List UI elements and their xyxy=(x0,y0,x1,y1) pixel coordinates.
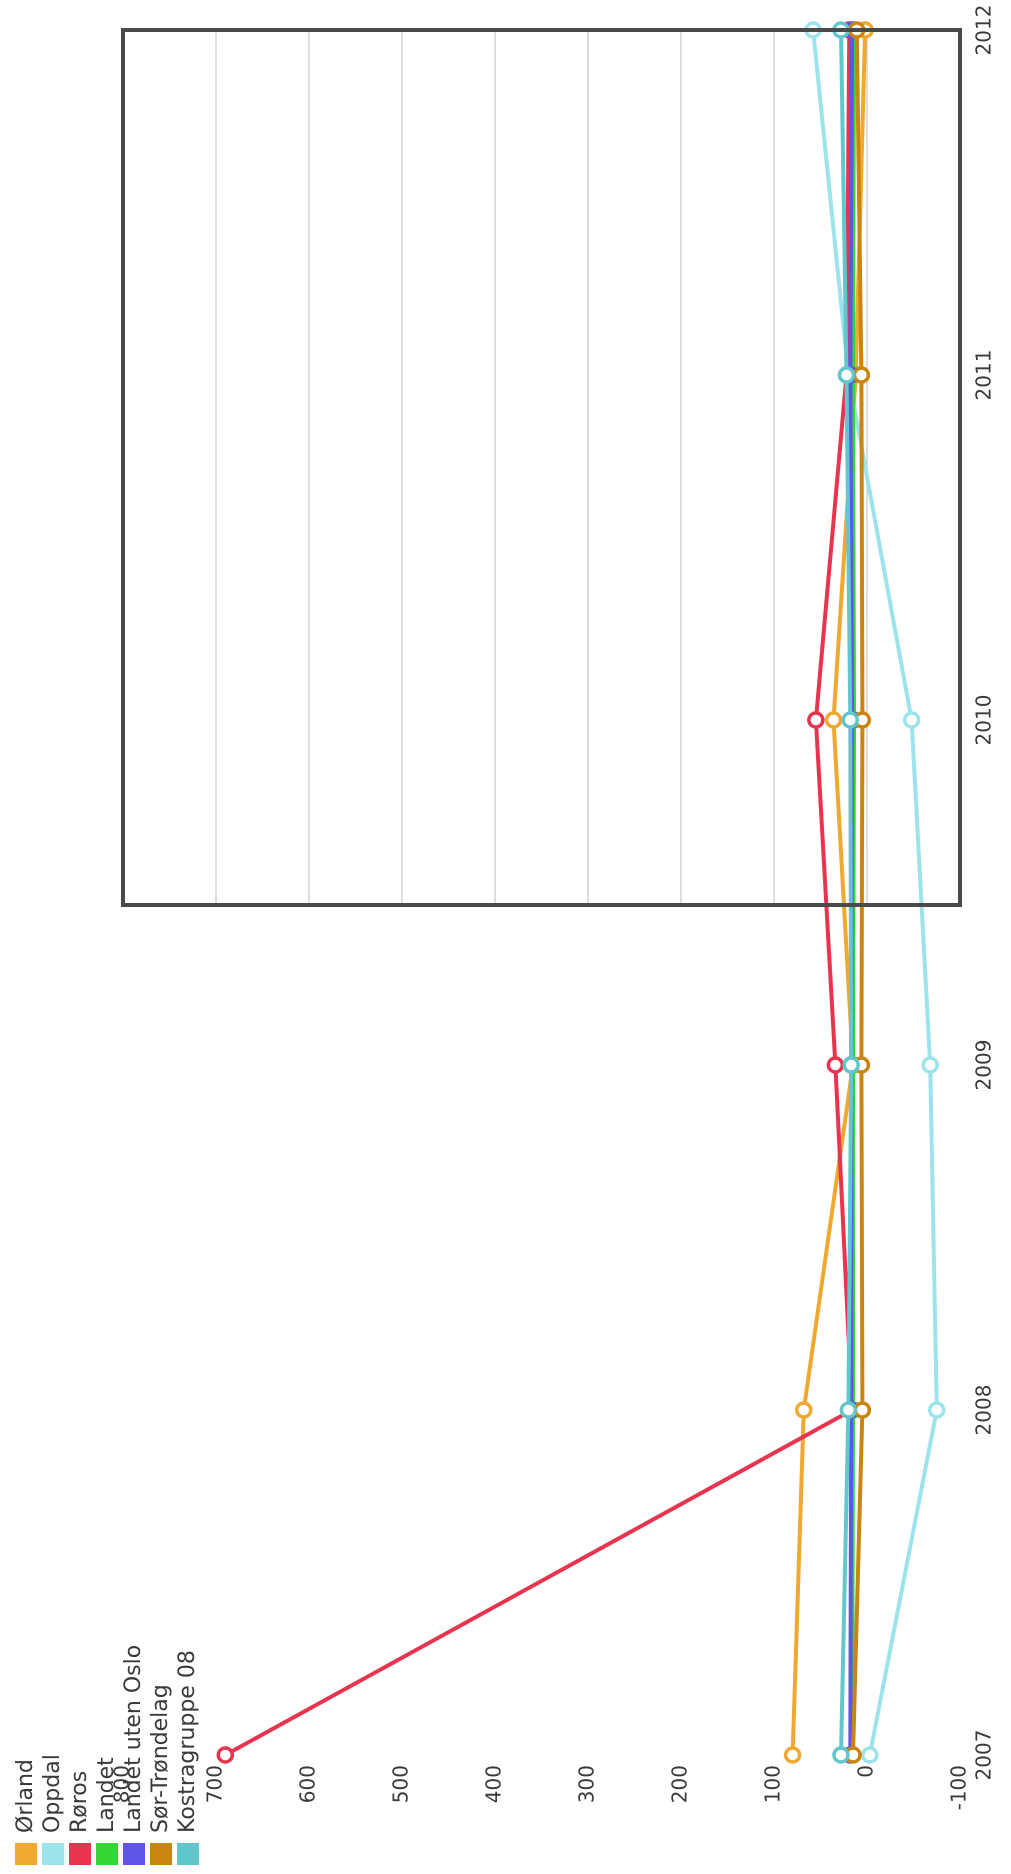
year-tick-label: 2009 xyxy=(972,1040,996,1091)
value-tick-label: 100 xyxy=(761,1765,785,1803)
legend-swatch xyxy=(15,1843,37,1865)
series-line xyxy=(224,29,855,1757)
legend-label: Landet uten Oslo xyxy=(121,1645,146,1833)
data-point xyxy=(853,1401,872,1419)
series-line xyxy=(851,29,865,1756)
data-point xyxy=(216,1746,235,1764)
value-tick-label: 400 xyxy=(482,1765,506,1803)
data-point xyxy=(921,1056,939,1074)
data-point xyxy=(841,711,860,729)
legend-label: Landet xyxy=(94,1757,119,1833)
legend-swatch xyxy=(150,1843,172,1865)
data-point xyxy=(824,711,843,729)
series-group xyxy=(832,21,860,1764)
value-tick-label: 0 xyxy=(854,1765,878,1778)
value-tick-label: 500 xyxy=(389,1765,413,1803)
data-point xyxy=(783,1746,802,1764)
year-tick-label: 2011 xyxy=(972,350,996,401)
legend-label: Sør-Trøndelag xyxy=(148,1684,173,1833)
data-point xyxy=(795,1401,813,1419)
legend-swatch xyxy=(42,1843,64,1865)
data-point xyxy=(837,366,856,384)
series-line xyxy=(790,29,868,1756)
data-point xyxy=(826,1056,845,1074)
value-tick-label: 200 xyxy=(668,1765,692,1803)
value-tick-label: 600 xyxy=(296,1765,320,1803)
year-tick-label: 2007 xyxy=(972,1730,996,1781)
legend-label: Oppdal xyxy=(40,1754,65,1833)
data-point xyxy=(928,1401,946,1419)
data-point xyxy=(842,1056,860,1074)
series-line xyxy=(811,29,939,1756)
data-point xyxy=(807,711,825,729)
value-tick-label: 300 xyxy=(575,1765,599,1803)
series-layer xyxy=(216,21,946,1764)
grid-layer xyxy=(215,30,868,905)
plot-area-border xyxy=(121,28,962,907)
data-point xyxy=(902,711,921,729)
legend-label: Røros xyxy=(67,1771,92,1833)
value-tick-label: 800 xyxy=(110,1765,134,1803)
value-tick-label: 700 xyxy=(203,1765,227,1803)
year-tick-label: 2012 xyxy=(972,5,996,56)
legend-swatch xyxy=(123,1843,145,1865)
year-tick-label: 2010 xyxy=(972,695,996,746)
value-tick-label: -100 xyxy=(947,1765,971,1810)
data-point xyxy=(839,1401,858,1419)
data-point xyxy=(852,366,871,384)
series-group xyxy=(216,21,861,1764)
year-tick-label: 2008 xyxy=(972,1385,996,1436)
legend: Ørland Oppdal Røros Landet Landet uten Oslo S… xyxy=(13,1645,200,1865)
legend-swatch xyxy=(177,1843,199,1865)
legend-label: Kostragruppe 08 xyxy=(175,1650,200,1833)
legend-swatch xyxy=(96,1843,118,1865)
data-point xyxy=(861,1746,879,1764)
legend-label: Ørland xyxy=(13,1759,38,1833)
series-line xyxy=(839,29,854,1756)
tick-label-layer: -100 0 100 200 300 400 500 600 700 800 2007 2008 200… xyxy=(110,5,996,1811)
data-point xyxy=(832,1746,850,1764)
legend-swatch xyxy=(69,1843,91,1865)
